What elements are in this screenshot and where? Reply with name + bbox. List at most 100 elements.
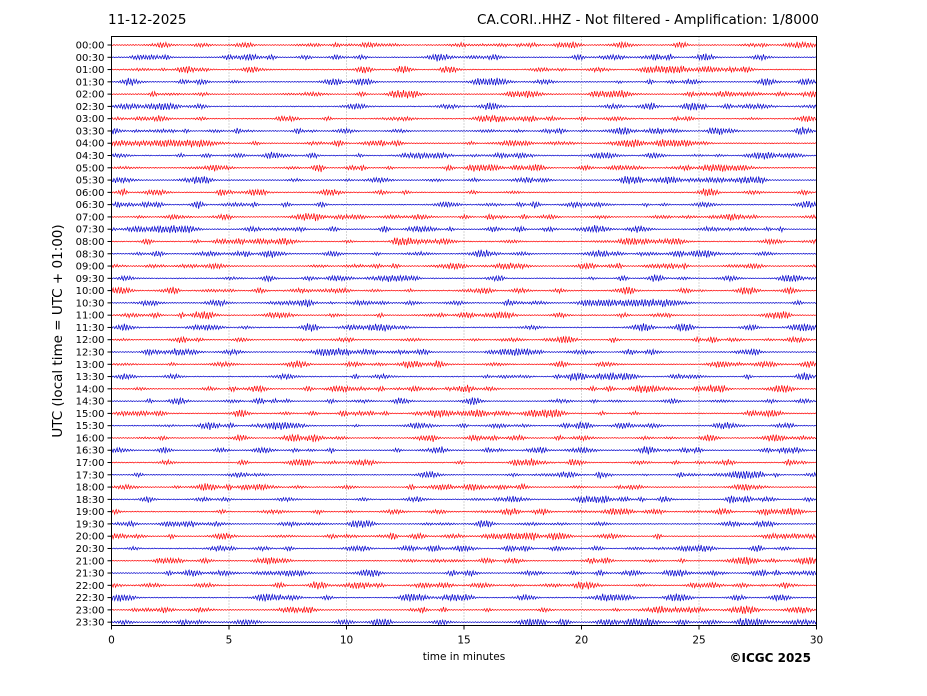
- x-tick-label: 30: [810, 635, 823, 647]
- x-tick-label: 15: [457, 635, 470, 647]
- y-tick-label: 18:00: [76, 483, 105, 494]
- y-tick-label: 07:30: [76, 225, 105, 236]
- y-tick-label: 08:00: [76, 237, 105, 248]
- trace-1000: [111, 286, 817, 295]
- y-tick-label: 05:00: [76, 163, 105, 174]
- y-tick-label: 09:30: [76, 274, 105, 285]
- trace-0500: [111, 164, 817, 173]
- y-tick-label: 04:00: [76, 139, 105, 150]
- y-tick-label: 01:00: [76, 65, 105, 76]
- trace-1130: [111, 322, 817, 332]
- x-tick-label: 5: [226, 635, 233, 647]
- y-tick-label: 13:30: [76, 372, 105, 383]
- y-tick-label: 21:30: [76, 569, 105, 580]
- y-tick-label: 19:00: [76, 507, 105, 518]
- station-title: CA.CORI..HHZ - Not filtered - Amplificat…: [477, 12, 819, 28]
- trace-2130: [111, 568, 817, 578]
- y-axis-label: UTC (local time = UTC + 01:00): [50, 224, 66, 437]
- trace-0800: [111, 237, 817, 246]
- trace-1630: [111, 445, 817, 455]
- y-tick-label: 14:00: [76, 384, 105, 395]
- y-tick-label: 21:00: [76, 556, 105, 567]
- trace-2230: [111, 593, 817, 602]
- trace-2030: [111, 544, 817, 553]
- trace-2330: [111, 617, 817, 627]
- y-tick-label: 23:00: [76, 605, 105, 616]
- y-tick-label: 15:30: [76, 421, 105, 432]
- y-tick-label: 22:30: [76, 593, 105, 604]
- trace-1100: [111, 311, 817, 320]
- y-tick-label: 17:00: [76, 458, 105, 469]
- y-tick-label: 16:30: [76, 446, 105, 457]
- y-tick-label: 03:30: [76, 126, 105, 137]
- y-tick-label: 03:00: [76, 114, 105, 125]
- trace-1300: [111, 360, 817, 369]
- trace-0300: [111, 114, 817, 123]
- y-tick-label: 00:00: [76, 41, 105, 52]
- trace-0930: [111, 274, 817, 283]
- trace-0530: [111, 175, 817, 185]
- trace-0030: [111, 53, 817, 62]
- y-tick-label: 12:30: [76, 348, 105, 359]
- trace-1830: [111, 495, 817, 504]
- trace-1030: [111, 298, 817, 308]
- trace-0630: [111, 200, 817, 209]
- y-tick-label: 17:30: [76, 470, 105, 481]
- y-tick-label: 01:30: [76, 77, 105, 88]
- y-tick-label: 23:30: [76, 618, 105, 629]
- date-label: 11-12-2025: [108, 12, 187, 28]
- x-tick-label: 0: [108, 635, 115, 647]
- y-tick-label: 00:30: [76, 53, 105, 64]
- trace-0830: [111, 249, 817, 258]
- trace-0400: [111, 138, 817, 148]
- trace-0130: [111, 77, 817, 86]
- y-tick-label: 07:00: [76, 212, 105, 223]
- trace-0430: [111, 151, 817, 160]
- y-tick-label: 12:00: [76, 335, 105, 346]
- trace-1600: [111, 433, 817, 443]
- y-tick-label: 10:00: [76, 286, 105, 297]
- trace-1500: [111, 408, 817, 418]
- y-tick-label: 11:30: [76, 323, 105, 334]
- trace-1800: [111, 482, 817, 492]
- trace-0100: [111, 65, 817, 74]
- trace-0600: [111, 188, 817, 197]
- trace-2300: [111, 605, 817, 614]
- x-axis-ticks: 0 5 10 15 20 25 30: [108, 625, 823, 647]
- copyright-label: ©ICGC 2025: [729, 651, 811, 665]
- trace-1430: [111, 396, 817, 406]
- trace-1730: [111, 470, 817, 479]
- trace-1930: [111, 519, 817, 529]
- trace-1400: [111, 384, 817, 394]
- trace-0200: [111, 89, 817, 99]
- y-tick-label: 06:30: [76, 200, 105, 211]
- trace-1230: [111, 347, 817, 357]
- trace-2000: [111, 531, 817, 541]
- y-tick-label: 14:30: [76, 397, 105, 408]
- seismic-traces: [111, 40, 817, 627]
- y-tick-label: 20:00: [76, 532, 105, 543]
- trace-0230: [111, 101, 817, 111]
- y-tick-label: 15:00: [76, 409, 105, 420]
- trace-0000: [111, 40, 817, 49]
- trace-1530: [111, 421, 817, 430]
- trace-2100: [111, 556, 817, 565]
- y-tick-label: 16:00: [76, 433, 105, 444]
- y-tick-label: 02:30: [76, 102, 105, 113]
- y-tick-label: 22:00: [76, 581, 105, 592]
- x-axis-label: time in minutes: [423, 651, 505, 663]
- trace-0900: [111, 262, 817, 271]
- y-tick-label: 18:30: [76, 495, 105, 506]
- y-tick-label: 13:00: [76, 360, 105, 371]
- trace-1900: [111, 507, 817, 517]
- y-tick-label: 05:30: [76, 176, 105, 187]
- x-tick-label: 20: [575, 635, 588, 647]
- trace-2200: [111, 581, 817, 590]
- y-tick-label: 19:30: [76, 519, 105, 530]
- trace-0700: [111, 212, 817, 222]
- grid-lines: [228, 36, 700, 626]
- y-tick-label: 06:00: [76, 188, 105, 199]
- trace-1330: [111, 372, 817, 381]
